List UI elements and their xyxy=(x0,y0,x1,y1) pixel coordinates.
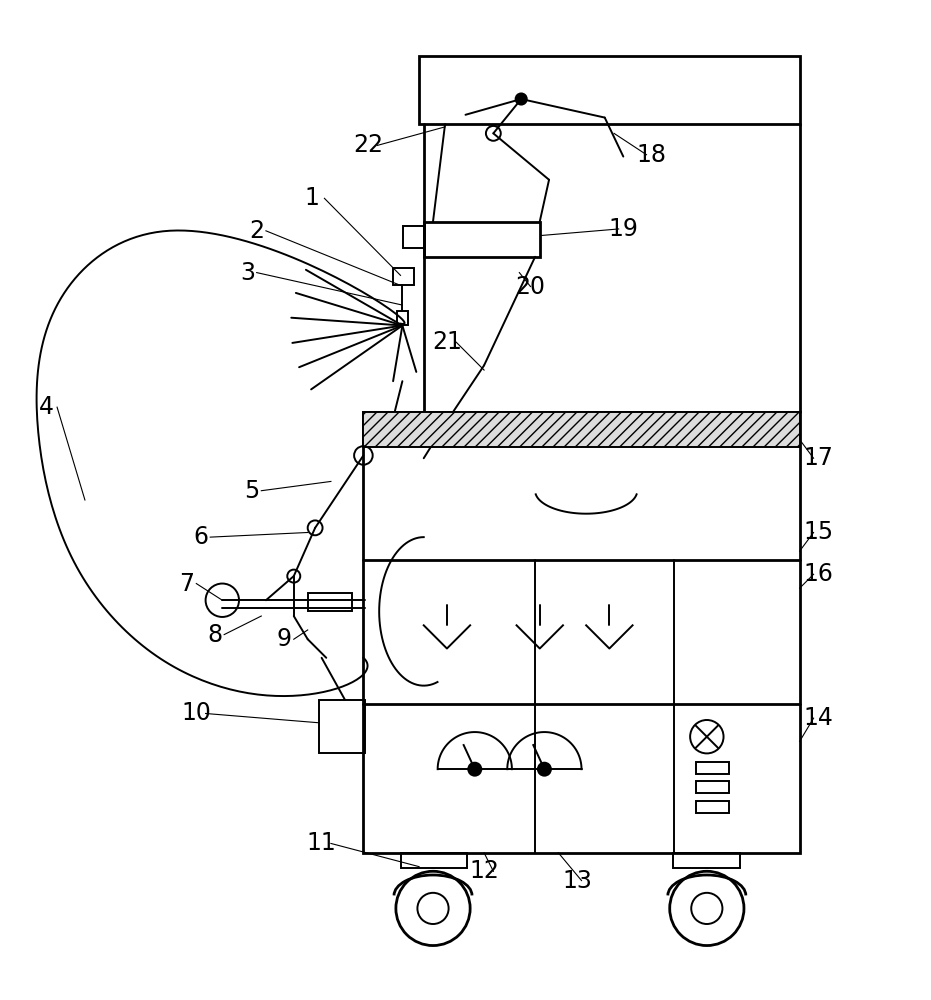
Text: 2: 2 xyxy=(250,219,264,243)
Bar xyxy=(695,762,729,774)
Text: 6: 6 xyxy=(194,525,209,549)
Circle shape xyxy=(468,763,481,776)
Bar xyxy=(397,311,408,325)
Bar xyxy=(695,781,729,793)
Text: 21: 21 xyxy=(432,330,462,354)
Text: 17: 17 xyxy=(803,446,833,470)
Text: 22: 22 xyxy=(353,133,383,157)
Text: 14: 14 xyxy=(803,706,833,730)
Bar xyxy=(695,801,729,813)
Text: 20: 20 xyxy=(516,275,546,299)
Text: 12: 12 xyxy=(469,859,499,883)
Text: 7: 7 xyxy=(180,572,195,596)
Bar xyxy=(400,853,467,868)
Text: 16: 16 xyxy=(803,562,833,586)
Text: 4: 4 xyxy=(38,395,53,419)
Text: 10: 10 xyxy=(182,701,211,725)
Text: 1: 1 xyxy=(305,186,319,210)
Text: 15: 15 xyxy=(803,520,833,544)
Bar xyxy=(393,268,413,285)
Text: 19: 19 xyxy=(608,217,639,241)
Text: 9: 9 xyxy=(277,627,292,651)
Text: 13: 13 xyxy=(562,869,592,893)
Circle shape xyxy=(516,93,527,105)
Bar xyxy=(363,412,800,853)
Text: 18: 18 xyxy=(636,143,667,167)
Bar xyxy=(419,56,800,124)
Circle shape xyxy=(538,763,551,776)
Text: 5: 5 xyxy=(244,479,260,503)
Bar xyxy=(308,593,352,611)
Bar xyxy=(424,222,540,257)
Text: 8: 8 xyxy=(208,623,223,647)
Bar xyxy=(673,853,740,868)
Bar xyxy=(403,226,424,248)
Text: 11: 11 xyxy=(306,831,336,855)
Bar xyxy=(363,412,800,447)
Text: 3: 3 xyxy=(240,261,255,285)
Bar xyxy=(318,700,365,753)
